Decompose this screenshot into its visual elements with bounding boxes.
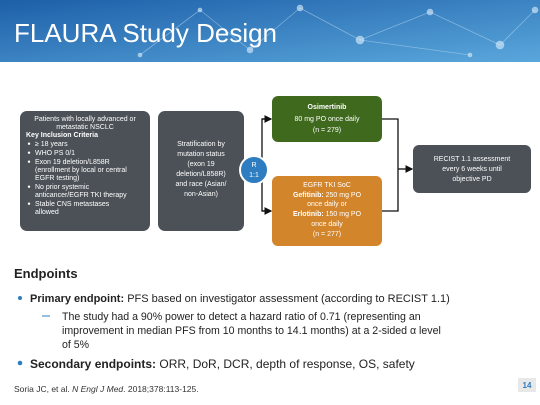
patients-line: metastatic NSCLC: [56, 124, 114, 131]
secondary-label: Secondary endpoints:: [30, 357, 156, 371]
assessment-line: objective PD: [452, 176, 491, 183]
osimertinib-box: [272, 96, 382, 142]
gefitinib-line: Gefitinib: 250 mg PO: [293, 192, 362, 199]
stratification-box: [158, 111, 244, 231]
gefitinib-rest: once daily or: [307, 201, 347, 208]
sub-line: improvement in median PFS from 10 months…: [62, 325, 441, 337]
assessment-box: [413, 145, 531, 193]
primary-endpoint: Primary endpoint: PFS based on investiga…: [30, 293, 450, 305]
arm1-dose: 80 mg PO once daily: [295, 116, 360, 123]
sub-line: The study had a 90% power to detect a ha…: [62, 311, 421, 323]
criteria-line: Stable CNS metastases: [35, 201, 110, 208]
arm2-title: EGFR TKI SoC: [303, 182, 351, 189]
page-number-box: [518, 378, 536, 392]
criteria-line: EGFR testing): [35, 175, 79, 182]
secondary-endpoint: Secondary endpoints: ORR, DoR, DCR, dept…: [30, 357, 415, 371]
assessment-line: every 6 weeks until: [442, 166, 502, 173]
citation-authors: Soria JC, et al.: [14, 384, 70, 394]
patients-text: Patients with locally advanced ormetasta…: [26, 116, 136, 216]
bullet: [27, 151, 31, 154]
bullet: [17, 360, 23, 366]
patients-line: Patients with locally advanced or: [34, 116, 136, 123]
network-decoration: [137, 4, 539, 58]
erlotinib-line: Erlotinib: 150 mg PO: [293, 211, 362, 218]
assessment-line: RECIST 1.1 assessment: [434, 156, 511, 163]
primary-label: Primary endpoint:: [30, 293, 124, 305]
endpoints-heading: Endpoints: [14, 266, 78, 281]
erlotinib-label: Erlotinib:: [293, 211, 324, 218]
erlotinib-rest: once daily: [311, 221, 343, 228]
primary-text: PFS based on investigator assessment (ac…: [127, 293, 450, 305]
criteria-line: No prior systemic: [35, 184, 90, 191]
criteria-line: allowed: [35, 209, 59, 216]
bullet: [27, 142, 31, 145]
citation: Soria JC, et al. N Engl J Med. 2018;378:…: [14, 384, 199, 394]
stratification-line: and race (Asian/: [176, 181, 227, 188]
bullet: [27, 202, 31, 205]
criteria-line: Exon 19 deletion/L858R: [35, 159, 110, 166]
stratification-line: (exon 19: [187, 161, 214, 168]
stratification-line: deletion/L858R): [176, 171, 225, 178]
arm1-drug: Osimertinib: [308, 104, 347, 111]
sub-line: of 5%: [62, 339, 90, 351]
criteria-title: Key Inclusion Criteria: [26, 132, 98, 139]
page-number: 14: [523, 381, 532, 390]
criteria-line: WHO PS 0/1: [35, 150, 75, 157]
header-band: [0, 0, 540, 62]
randomization-ratio: 1:1: [249, 172, 259, 179]
bullet: [27, 185, 31, 188]
stratification-line: Stratification by: [177, 141, 225, 148]
patients-box: [20, 111, 150, 231]
citation-journal: N Engl J Med: [72, 384, 123, 394]
randomization-label: R: [251, 162, 256, 169]
bullet: [18, 296, 22, 300]
arm1-n: (n = 279): [313, 127, 341, 134]
criteria-line: (enrollment by local or central: [35, 167, 127, 174]
randomization-circle: [239, 155, 269, 185]
arm2-n: (n = 277): [313, 231, 341, 238]
citation-rest: . 2018;378:113-125.: [123, 384, 198, 394]
soc-box: [272, 176, 382, 246]
criteria-line: anticancer/EGFR TKI therapy: [35, 192, 127, 199]
criteria-line: ≥ 18 years: [35, 141, 68, 148]
secondary-text: ORR, DoR, DCR, depth of response, OS, sa…: [159, 357, 414, 371]
bullet: [27, 160, 31, 163]
title: FLAURA Study Design: [14, 18, 277, 48]
stratification-text: Stratification by mutation status (exon 19…: [176, 141, 227, 198]
stratification-line: non-Asian): [184, 191, 218, 198]
stratification-line: mutation status: [177, 151, 225, 158]
gefitinib-dose: 250 mg PO: [326, 192, 362, 199]
erlotinib-dose: 150 mg PO: [326, 211, 362, 218]
gefitinib-label: Gefitinib:: [293, 192, 324, 199]
